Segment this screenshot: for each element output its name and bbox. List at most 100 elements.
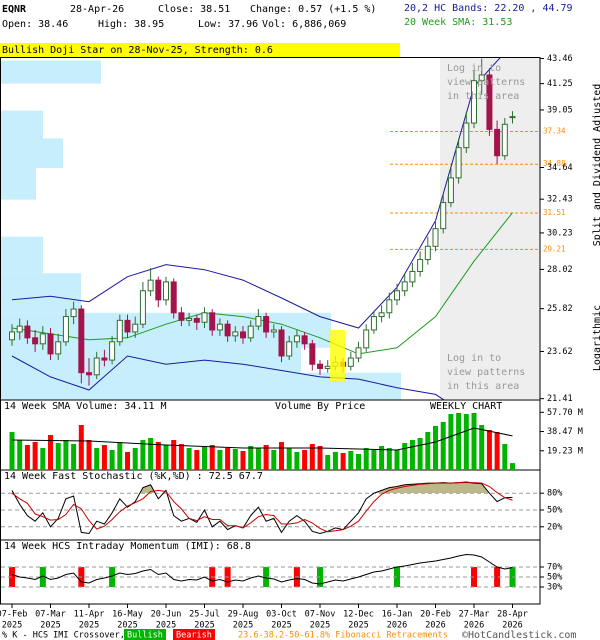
y-tick-label: 20% [547, 522, 562, 532]
candle-body [386, 299, 393, 314]
volume-bar [409, 440, 415, 470]
volume-bar [417, 438, 423, 470]
volume-by-price-bar [1, 168, 36, 200]
volume-bar [186, 448, 192, 470]
candle-body [39, 333, 46, 345]
candle-body [509, 116, 516, 119]
candle-body [116, 319, 123, 343]
sma-label: 20 Week SMA: 31.53 [404, 17, 512, 28]
y-tick-label: 30% [547, 583, 562, 593]
x-tick-label: 07-Mar [35, 610, 66, 620]
candle-body [101, 357, 108, 361]
volume-bar [448, 414, 454, 470]
candle-body [301, 335, 308, 345]
y-tick-label: 39.05 [547, 105, 573, 115]
candle-body [240, 331, 247, 339]
candle-body [378, 312, 385, 318]
volume-bar [240, 451, 246, 470]
volume-bar [217, 450, 223, 470]
candle-body [278, 329, 285, 357]
volume-bar [363, 448, 369, 470]
volume-by-price-bar [1, 273, 81, 313]
volume-bar [456, 413, 462, 470]
x-tick-label: 20-Feb [420, 610, 451, 620]
volume-title: 14 Week SMA Volume: 34.11 M [4, 401, 167, 412]
volume-bar [202, 447, 208, 470]
login-note: Log in to [447, 63, 501, 74]
y-tick-label: 50% [547, 506, 562, 516]
imi-title: 14 Week HCS Intraday Momentum (IMI): 68.… [4, 541, 251, 552]
volume-bar [171, 440, 177, 470]
volume-bar [248, 446, 254, 470]
x-tick-year: 2025 [233, 621, 253, 631]
volume-bar [317, 446, 323, 470]
candle-body [347, 357, 354, 367]
x-tick-label: 16-Jan [382, 610, 413, 620]
volume-bar [471, 413, 477, 470]
volume-bar [356, 454, 362, 470]
volume-bar [55, 443, 61, 470]
volume-bar [225, 448, 231, 470]
login-note: view patterns [447, 77, 525, 88]
fibonacci-legend: 23.6-38.2-50-61.8% Fibonacci Retracement… [238, 631, 448, 640]
y-tick-label: 34.64 [547, 163, 573, 173]
bands-label: 20,2 HC Bands: 22.20 , 44.79 [404, 3, 573, 14]
login-note: view patterns [447, 367, 525, 378]
x-tick-year: 2026 [502, 621, 522, 631]
candle-body [486, 74, 493, 130]
candle-body [170, 281, 177, 314]
x-tick-label: 29-Aug [228, 610, 259, 620]
volume-bar [271, 450, 277, 470]
y-tick-label: 30.23 [547, 228, 573, 238]
bearish-legend: Bearish [176, 631, 212, 640]
candle-body [55, 341, 62, 355]
volume-bar [125, 452, 131, 470]
x-tick-label: 07-Nov [305, 610, 336, 620]
candle-body [186, 317, 193, 321]
scale-label: Logarithmic [592, 305, 600, 371]
candle-body [270, 329, 277, 333]
volume-bar [486, 430, 492, 470]
candle-body [139, 290, 146, 325]
fibonacci-label: 29.21 [543, 244, 566, 253]
volume-bar [24, 445, 30, 470]
volume-bar [425, 432, 431, 470]
x-tick-label: 20-Jun [151, 610, 182, 620]
candle-body [178, 312, 185, 321]
volume-by-price-bar [1, 236, 43, 274]
overbought-area-group [12, 482, 490, 493]
x-tick-label: 11-Apr [74, 610, 105, 620]
open: Open: 38.46 [2, 19, 68, 30]
volume-bar [86, 440, 92, 470]
x-tick-year: 2026 [387, 621, 407, 631]
volume-bar [9, 432, 15, 470]
y-tick-label: 70% [547, 563, 562, 573]
login-note: in this area [447, 91, 519, 102]
candle-body [9, 331, 16, 341]
x-tick-year: 2025 [271, 621, 291, 631]
volume-note: Volume By Price [275, 401, 365, 412]
candle-body [432, 228, 439, 247]
volume-bar [78, 425, 84, 470]
volume-bar [440, 422, 446, 470]
x-tick-label: 28-Apr [497, 610, 528, 620]
volume-bar [402, 443, 408, 470]
volume-sma [11, 427, 513, 451]
volume-bar [255, 448, 261, 470]
candle-body [293, 335, 300, 343]
candle-body [447, 177, 454, 204]
volume-bar [117, 442, 123, 470]
x-tick-year: 2025 [310, 621, 330, 631]
bearish-crossover [494, 567, 501, 587]
volume-by-price-bar [1, 110, 43, 139]
volume-bar [279, 442, 285, 470]
bearish-swatch [173, 629, 215, 640]
x-tick-year: 2025 [2, 621, 22, 631]
fibonacci-label: 31.51 [543, 208, 566, 217]
volume-bar [309, 444, 315, 470]
y-tick-label: 23.62 [547, 347, 573, 357]
candle-body [109, 341, 116, 361]
x-tick-label: 25-Jul [189, 610, 220, 620]
x-tick-label: 27-Mar [459, 610, 490, 620]
